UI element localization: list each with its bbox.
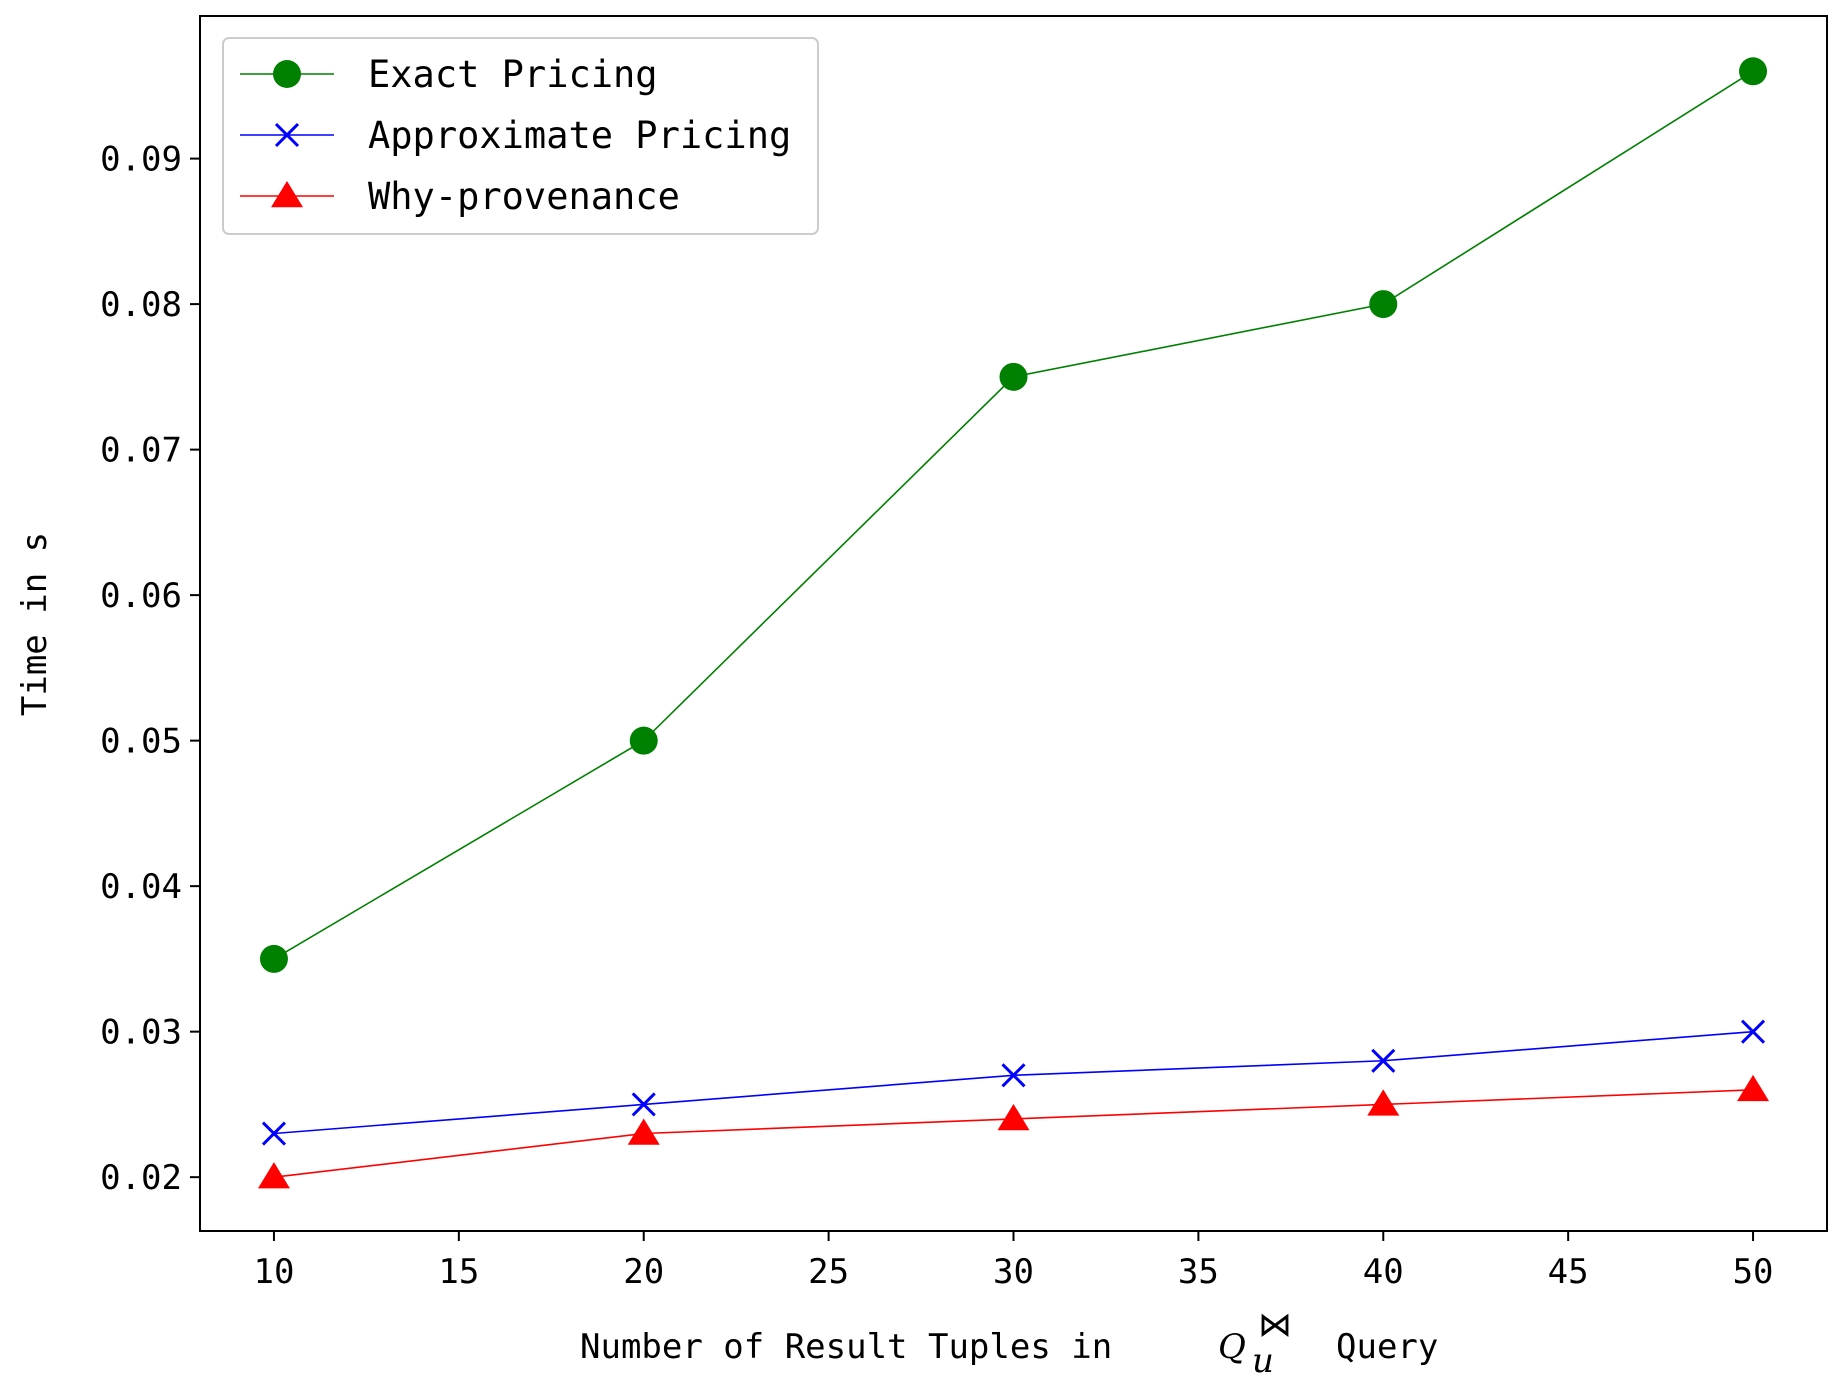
data-point — [1737, 1074, 1770, 1102]
legend-marker — [274, 122, 300, 148]
y-tick-label: 0.06 — [100, 576, 182, 616]
x-tick-label: 10 — [253, 1252, 294, 1292]
x-tick-label: 45 — [1548, 1252, 1589, 1292]
legend-item-exact-pricing: Exact Pricing — [240, 53, 658, 96]
data-point — [1001, 1063, 1026, 1088]
legend-label: Why-provenance — [368, 175, 680, 218]
x-axis-label-math-sub: u — [1252, 1341, 1274, 1381]
legend-marker — [271, 181, 303, 208]
data-point — [259, 944, 288, 973]
x-axis-label-math-base: Q — [1218, 1327, 1246, 1367]
series-layer — [257, 57, 1770, 1189]
y-tick-label: 0.02 — [100, 1158, 182, 1198]
x-tick-label: 20 — [623, 1252, 664, 1292]
legend-box — [222, 37, 819, 235]
x-axis-label: Number of Result Tuples in Q u ⋈ Query — [580, 1305, 1438, 1381]
x-axis-label-math-sup: ⋈ — [1258, 1305, 1292, 1345]
y-tick-label: 0.09 — [100, 140, 182, 180]
x-tick-label: 50 — [1733, 1252, 1774, 1292]
data-point — [631, 1092, 656, 1117]
data-point — [1369, 290, 1398, 319]
legend-marker — [273, 60, 301, 88]
legend-label: Approximate Pricing — [368, 114, 791, 157]
data-point — [1367, 1089, 1400, 1116]
x-axis: 10 15 20 25 30 35 40 45 50 — [253, 1231, 1774, 1292]
legend-item-why-provenance: Why-provenance — [240, 175, 680, 218]
y-tick-label: 0.08 — [100, 285, 182, 325]
data-point — [997, 1103, 1030, 1131]
data-point — [1371, 1048, 1396, 1073]
series-exact-pricing — [259, 57, 1768, 973]
x-tick-label: 30 — [993, 1252, 1034, 1292]
y-tick-label: 0.07 — [100, 431, 182, 471]
x-tick-label: 15 — [438, 1252, 479, 1292]
legend-label: Exact Pricing — [368, 53, 658, 96]
x-tick-label: 25 — [808, 1252, 849, 1292]
series-why-provenance — [257, 1074, 1770, 1189]
legend-item-approximate-pricing: Approximate Pricing — [240, 114, 791, 157]
y-axis-label: Time in s — [15, 532, 55, 716]
data-point — [629, 726, 658, 755]
y-axis: 0.02 0.03 0.04 0.05 0.06 0.07 0.08 0.09 — [100, 140, 200, 1198]
legend: Exact Pricing Approximate Pricing Why-prov… — [222, 37, 819, 235]
x-tick-label: 40 — [1363, 1252, 1404, 1292]
data-point — [1740, 1019, 1766, 1044]
x-axis-label-suffix: Query — [1336, 1327, 1438, 1367]
y-tick-label: 0.05 — [100, 722, 182, 762]
data-point — [999, 362, 1028, 391]
y-tick-label: 0.04 — [100, 867, 182, 907]
plot-frame — [199, 15, 1828, 1232]
data-point — [257, 1162, 290, 1189]
data-point — [261, 1121, 287, 1146]
y-tick-label: 0.03 — [100, 1013, 182, 1053]
x-axis-label-prefix: Number of Result Tuples in — [580, 1327, 1112, 1367]
data-point — [1739, 57, 1768, 86]
data-point — [627, 1118, 660, 1145]
series-approximate-pricing — [261, 1019, 1766, 1146]
x-tick-label: 35 — [1178, 1252, 1219, 1292]
